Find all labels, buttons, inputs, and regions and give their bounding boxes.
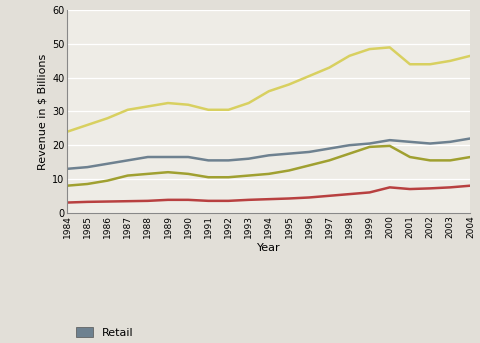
Legend: Retail, General, Classified, Total Advertising: Retail, General, Classified, Total Adver… [73, 323, 198, 343]
X-axis label: Year: Year [257, 243, 281, 252]
Y-axis label: Revenue in $ Billions: Revenue in $ Billions [38, 54, 48, 169]
